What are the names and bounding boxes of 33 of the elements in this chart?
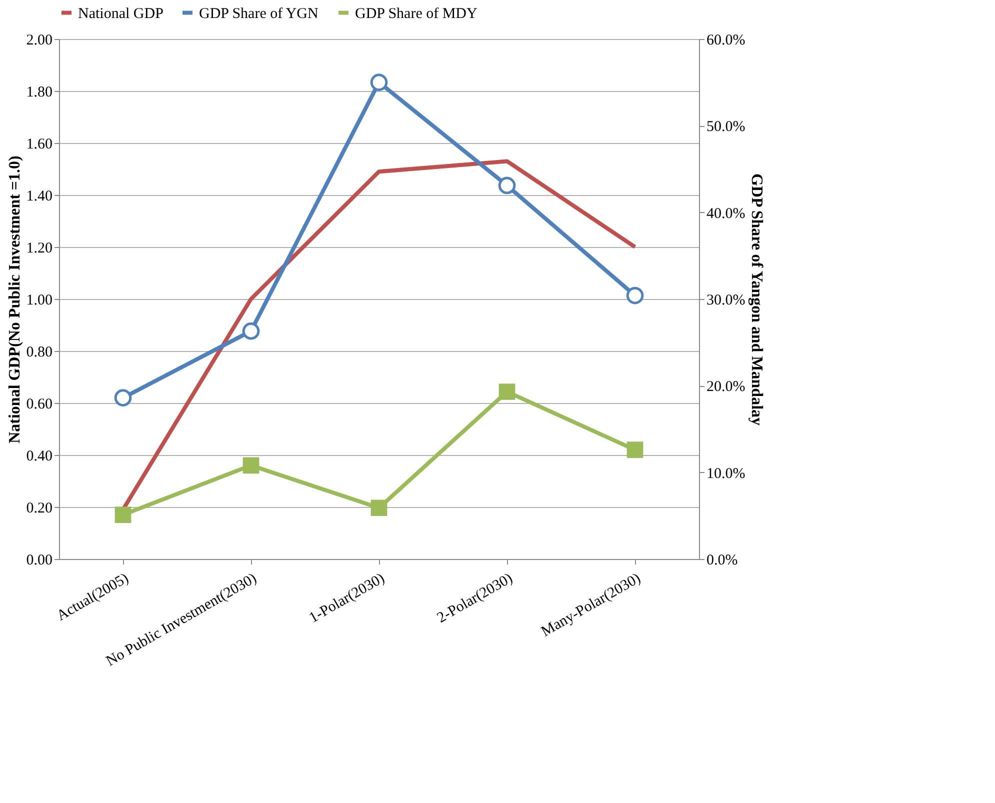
y-tick-label: 0.60 [26,396,52,412]
point [242,457,260,474]
point [242,322,260,340]
y-tick-label: 1.60 [26,136,52,152]
y-tick-label: 1.40 [26,188,52,204]
point [370,500,388,516]
y2-axis-title: GDP Share of Yangon and Mandalay [748,173,766,426]
y2-tick-label: 10.0% [706,466,746,482]
y2-tick-label: 50.0% [706,119,746,136]
legend-label: GDP Share of YGN [199,6,318,22]
point [114,389,132,406]
point [626,442,644,458]
y-tick-label: 0.00 [26,552,52,568]
y-tick-label: 1.00 [26,292,52,308]
y-axis-title: National GDP(No Public Investment =1.0) [6,156,24,444]
y2-tick-label: 30.0% [706,292,746,308]
y-tick-label: 0.20 [26,500,52,516]
point [370,74,388,91]
legend-label: National GDP [78,6,164,22]
legend-label: GDP Share of MDY [355,6,478,22]
point [498,384,516,400]
y2-tick-label: 60.0% [706,32,746,48]
y2-tick-label: 0.0% [706,552,738,568]
point [626,286,644,304]
point [498,176,516,194]
y-tick-label: 0.40 [26,448,52,464]
y-tick-label: 1.20 [26,240,52,256]
y2-tick-label: 20.0% [706,379,746,396]
y-tick-label: 0.80 [26,344,52,360]
point [114,506,132,523]
y-tick-label: 2.00 [26,32,52,48]
y2-tick-label: 40.0% [706,206,746,222]
y-tick-label: 1.80 [26,84,52,100]
